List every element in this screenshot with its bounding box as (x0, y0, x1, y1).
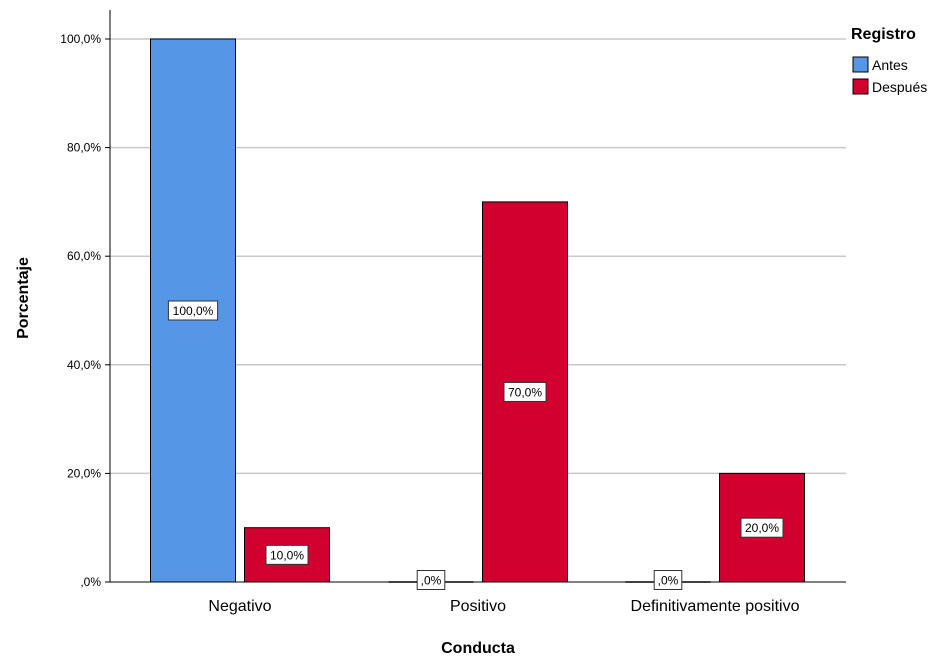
legend-entry-label: Después (872, 79, 927, 95)
legend-entry-label: Antes (872, 57, 908, 73)
data-label: 10,0% (270, 548, 304, 562)
legend-title: Registro (851, 26, 916, 43)
legend-swatch (852, 78, 869, 95)
legend-swatch (852, 56, 869, 73)
y-tick-label: ,0% (80, 575, 101, 589)
legend-entries: Antes Después (852, 56, 927, 95)
axes: ,0% 20,0% 40,0% 60,0% 80,0% 100,0% Negativo Pos… (60, 10, 846, 615)
data-label: ,0% (658, 574, 679, 588)
y-tick-label: 40,0% (67, 358, 101, 372)
data-label-box (740, 517, 784, 538)
data-label: 20,0% (745, 521, 779, 535)
y-tick-label: 20,0% (67, 466, 101, 480)
x-tick-label: Definitivamente positivo (631, 598, 800, 615)
data-label-box (167, 300, 219, 321)
y-tick-label: 80,0% (67, 141, 101, 155)
x-tick-label: Positivo (450, 598, 506, 615)
y-tick-label: 100,0% (60, 32, 101, 46)
x-axis-title: Conducta (441, 640, 515, 657)
data-label-box (265, 544, 309, 565)
data-label: 70,0% (508, 385, 542, 399)
legend: Registro Antes Después (851, 26, 927, 95)
y-tick-label: 60,0% (67, 249, 101, 263)
data-label-box (653, 570, 683, 590)
data-labels: 100,0% ,0% ,0% 10,0% 70,0% 20,0% (167, 300, 784, 590)
y-axis-title: Porcentaje (15, 257, 32, 339)
data-label-box (416, 570, 446, 590)
x-tick-label: Negativo (208, 598, 271, 615)
bars (150, 38, 805, 583)
data-label-box (503, 381, 547, 402)
data-label: 100,0% (173, 304, 214, 318)
data-label: ,0% (421, 574, 442, 588)
